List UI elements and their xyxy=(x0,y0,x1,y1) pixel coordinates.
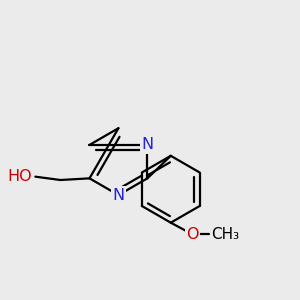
Text: N: N xyxy=(112,188,124,202)
Text: O: O xyxy=(186,227,199,242)
Text: HO: HO xyxy=(7,169,32,184)
Text: CH₃: CH₃ xyxy=(211,227,239,242)
Text: N: N xyxy=(141,137,154,152)
